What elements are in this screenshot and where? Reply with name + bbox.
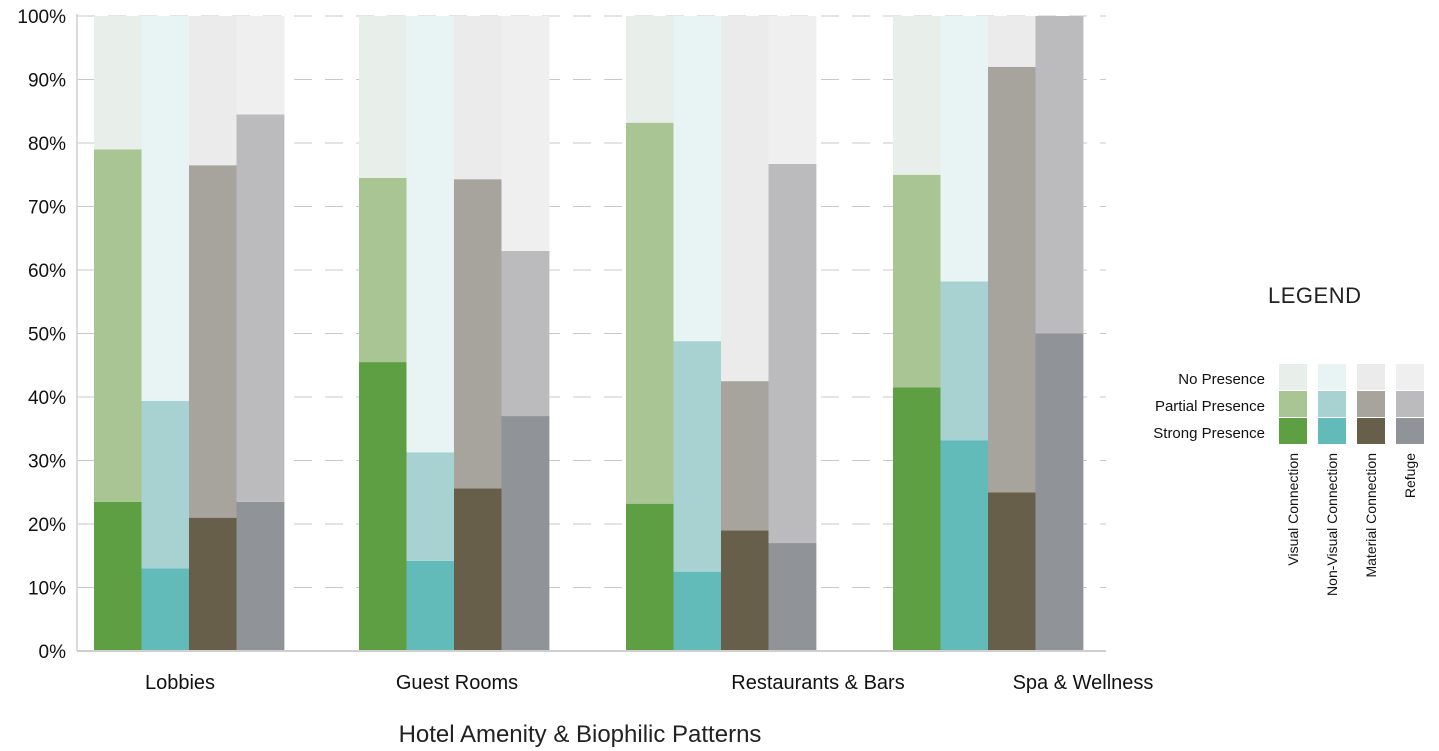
category-label: Lobbies xyxy=(145,672,215,694)
y-tick-label: 50% xyxy=(28,325,66,346)
y-tick-label: 0% xyxy=(39,642,67,663)
bar-segment-strong xyxy=(189,517,237,651)
bar-segment-none xyxy=(94,16,142,150)
legend-swatch-none xyxy=(1318,364,1346,390)
legend-swatch-strong xyxy=(1318,418,1346,444)
bar-segment-partial xyxy=(988,66,1036,493)
y-tick-label: 80% xyxy=(28,134,66,155)
bar-segment-partial xyxy=(673,341,722,572)
category-label: Restaurants & Bars xyxy=(731,672,904,694)
bar-segment-partial xyxy=(359,177,407,363)
legend-swatch-strong xyxy=(1279,418,1307,444)
bar-segment-strong xyxy=(940,440,989,651)
bar-segment-partial xyxy=(406,452,455,561)
bar-segment-strong xyxy=(1035,333,1084,651)
bar-segment-strong xyxy=(236,501,285,651)
legend-swatch-strong xyxy=(1396,418,1424,444)
legend-swatch-none xyxy=(1396,364,1424,390)
bar-segment-partial xyxy=(189,165,237,518)
bar-segment-none xyxy=(359,16,407,178)
bar-segment-partial xyxy=(94,149,142,502)
legend-row-label: No Presence xyxy=(1178,371,1265,388)
legend-column-label: Non-Visual Connection xyxy=(1324,453,1340,596)
legend-column-labels: Visual Connection Non-Visual Connection Ma… xyxy=(1285,453,1418,596)
y-tick-label: 30% xyxy=(28,452,66,473)
bar-segment-strong xyxy=(501,416,550,651)
bar-segment-partial xyxy=(940,281,989,441)
bar-segment-partial xyxy=(721,381,769,531)
y-tick-label: 100% xyxy=(17,7,66,28)
bar-segment-none xyxy=(988,16,1036,67)
bar-group xyxy=(359,16,550,651)
legend-swatch-partial xyxy=(1279,391,1307,417)
bar-segment-none xyxy=(768,16,817,164)
legend-swatch-strong xyxy=(1357,418,1385,444)
category-label: Spa & Wellness xyxy=(1013,672,1154,694)
bar-segment-none xyxy=(940,16,989,282)
x-axis-title: Hotel Amenity & Biophilic Patterns xyxy=(399,721,762,748)
bar-segment-none xyxy=(721,16,769,382)
bar-segment-partial xyxy=(501,250,550,417)
y-tick-label: 40% xyxy=(28,388,66,409)
bar-segment-none xyxy=(189,16,237,166)
bar-segment-strong xyxy=(406,560,455,651)
legend-column-label: Material Connection xyxy=(1363,453,1379,578)
bar-group xyxy=(893,16,1084,651)
bar-segment-none xyxy=(893,16,941,175)
bar-segment-partial xyxy=(1035,16,1084,334)
bar-segment-none xyxy=(626,16,674,123)
y-tick-label: 20% xyxy=(28,515,66,536)
y-tick-label: 70% xyxy=(28,198,66,219)
bar-segment-strong xyxy=(626,503,674,651)
bar-segment-strong xyxy=(141,568,190,651)
legend-row-labels: No Presence Partial Presence Strong Presen… xyxy=(1153,371,1265,442)
bar-segment-partial xyxy=(454,179,502,489)
bar-segment-none xyxy=(501,16,550,251)
bar-segment-none xyxy=(673,16,722,342)
bar-segment-strong xyxy=(768,543,817,651)
category-labels: Lobbies Guest Rooms Restaurants & Bars Spa … xyxy=(145,672,1153,694)
bar-group xyxy=(626,16,817,651)
legend: LEGEND No Presence Partial Presence Strong… xyxy=(1153,283,1424,596)
bar-segment-none xyxy=(406,16,455,453)
bar-segment-strong xyxy=(673,571,722,651)
legend-column-label: Refuge xyxy=(1402,453,1418,498)
legend-row-label: Partial Presence xyxy=(1155,398,1265,415)
bar-segment-none xyxy=(236,16,285,115)
legend-swatch-none xyxy=(1279,364,1307,390)
bar-group xyxy=(94,16,285,651)
bar-segment-partial xyxy=(626,122,674,504)
legend-title: LEGEND xyxy=(1268,283,1361,308)
bar-segment-partial xyxy=(893,174,941,388)
legend-row-label: Strong Presence xyxy=(1153,425,1265,442)
category-label: Guest Rooms xyxy=(396,672,518,694)
bar-segment-none xyxy=(141,16,190,401)
bar-segment-strong xyxy=(988,492,1036,651)
legend-swatches xyxy=(1279,364,1424,444)
bar-segment-partial xyxy=(141,400,190,569)
bar-segment-partial xyxy=(236,114,285,502)
legend-swatch-partial xyxy=(1357,391,1385,417)
bar-segment-strong xyxy=(893,387,941,651)
legend-swatch-partial xyxy=(1318,391,1346,417)
axes xyxy=(76,14,1106,652)
legend-swatch-partial xyxy=(1396,391,1424,417)
bar-segment-strong xyxy=(359,362,407,651)
legend-column-label: Visual Connection xyxy=(1285,453,1301,566)
y-tick-label: 60% xyxy=(28,261,66,282)
y-tick-label: 10% xyxy=(28,579,66,600)
y-tick-labels: 0% 10% 20% 30% 40% 50% 60% 70% 80% 90% 100% xyxy=(17,7,66,663)
bar-segment-strong xyxy=(454,488,502,651)
legend-swatch-none xyxy=(1357,364,1385,390)
bar-segment-strong xyxy=(721,530,769,651)
bar-segment-partial xyxy=(768,163,817,544)
bar-segment-strong xyxy=(94,501,142,651)
bar-groups xyxy=(94,16,1084,651)
bar-segment-none xyxy=(454,16,502,180)
y-tick-label: 90% xyxy=(28,71,66,92)
